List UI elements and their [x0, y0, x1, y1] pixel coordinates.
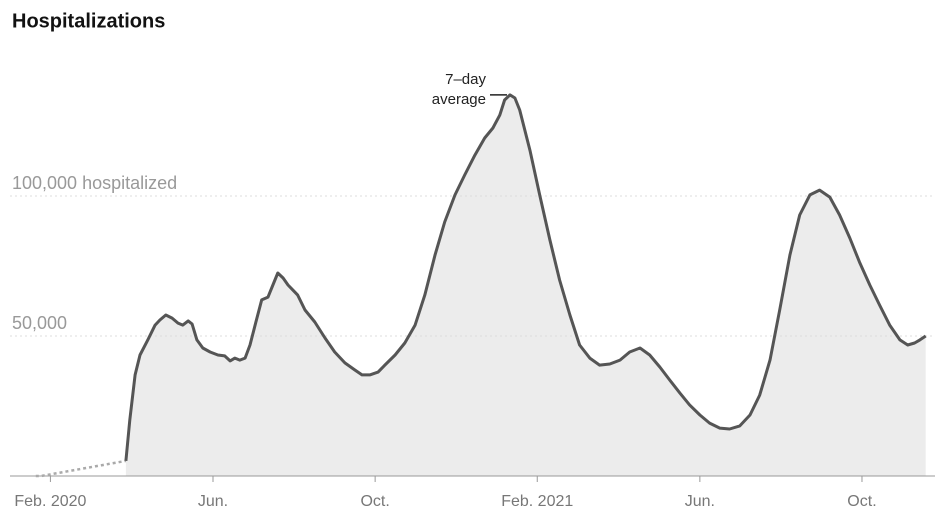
x-tick-label: Feb. 2020	[14, 493, 86, 510]
x-tick-label: Jun.	[685, 493, 715, 510]
x-tick-label: Feb. 2021	[501, 493, 573, 510]
line	[35, 459, 127, 478]
y-tick-label: 100,000 hospitalized	[12, 173, 177, 193]
annotation: 7–day	[445, 71, 486, 88]
annotation: average	[432, 91, 486, 108]
x-tick-label: Oct.	[360, 493, 389, 510]
y-tick-label: 50,000	[12, 313, 67, 333]
chart-title: Hospitalizations	[12, 10, 165, 32]
x-tick-label: Oct.	[847, 493, 876, 510]
area	[125, 94, 926, 477]
line	[124, 93, 927, 462]
x-tick-label: Jun.	[198, 493, 228, 510]
